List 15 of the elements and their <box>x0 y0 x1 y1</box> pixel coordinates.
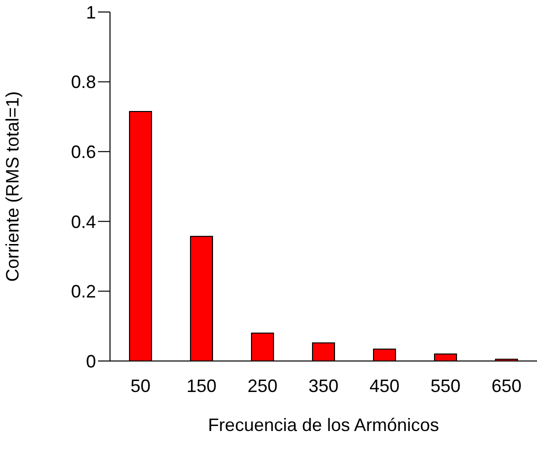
x-tick-label: 450 <box>369 376 400 396</box>
y-tick-label: 1 <box>86 2 96 22</box>
y-tick-label: 0.8 <box>70 72 96 92</box>
y-tick-label: 0.2 <box>70 282 96 302</box>
x-tick-label: 350 <box>308 376 339 396</box>
x-axis-title: Frecuencia de los Armónicos <box>208 415 440 435</box>
y-tick-label: 0 <box>86 351 96 372</box>
x-tick-label: 150 <box>186 376 217 396</box>
x-tick-label: 50 <box>130 376 151 396</box>
y-tick-label: 0.4 <box>70 212 96 232</box>
y-axis-title: Corriente (RMS total=1) <box>2 91 22 282</box>
x-tick-label: 650 <box>491 376 522 396</box>
x-tick-label: 250 <box>247 376 278 396</box>
y-tick-label: 0.6 <box>70 142 96 162</box>
x-tick-label: 550 <box>430 376 461 396</box>
